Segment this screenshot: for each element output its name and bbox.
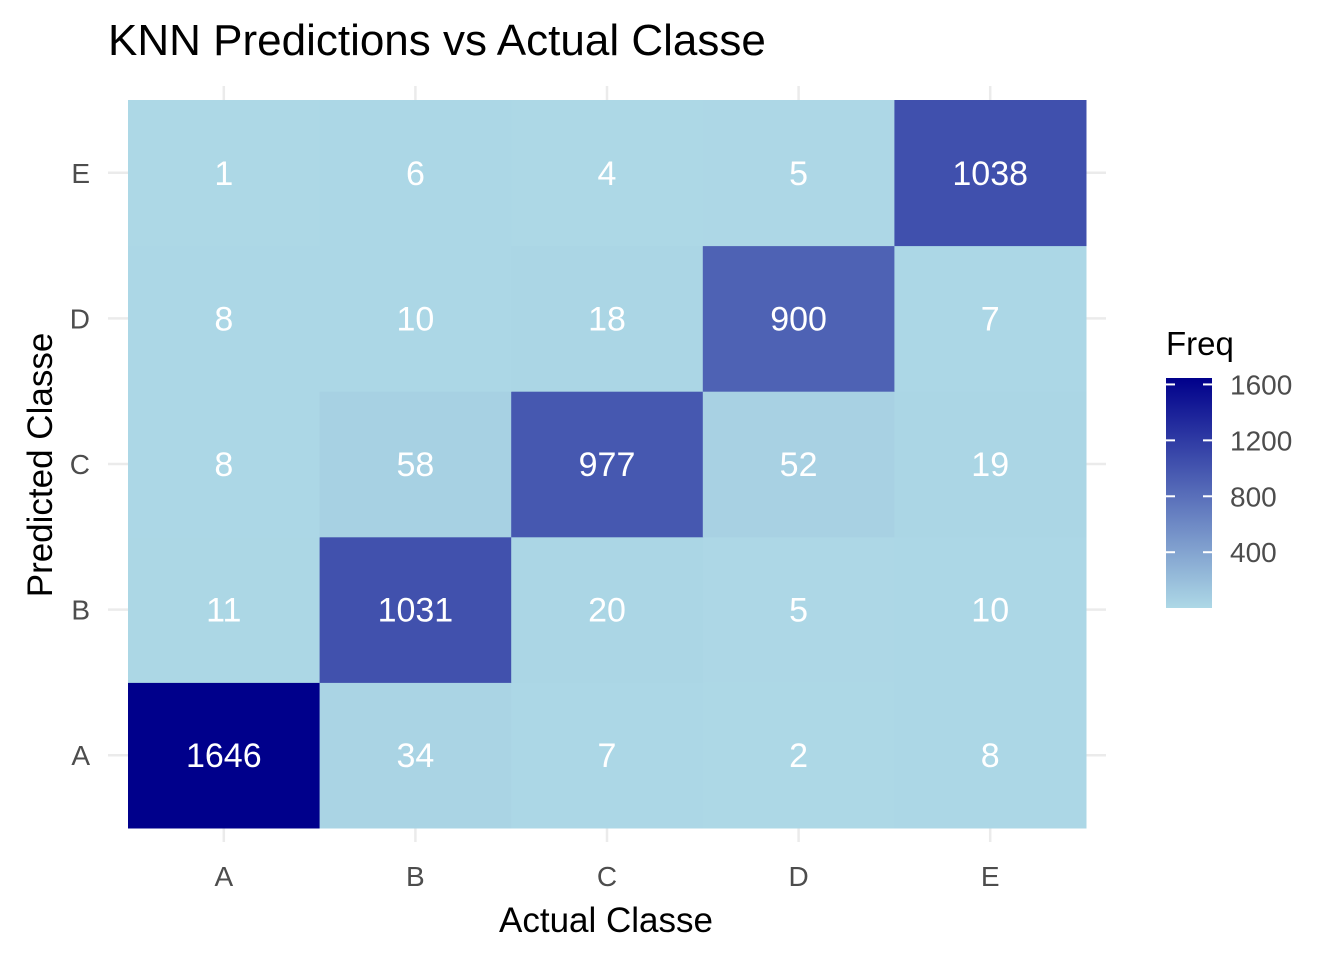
heatmap-cell-E-B bbox=[894, 536, 1087, 683]
y-tick-label-C: C bbox=[70, 449, 90, 480]
heatmap-cell-C-B bbox=[511, 536, 704, 683]
heatmap-cell-D-A bbox=[702, 682, 895, 829]
chart-title: KNN Predictions vs Actual Classe bbox=[108, 16, 766, 65]
legend-title: Freq bbox=[1166, 325, 1234, 362]
heatmap-cell-E-C bbox=[894, 391, 1087, 538]
heatmap-cell-A-A bbox=[128, 682, 321, 829]
y-tick-label-E: E bbox=[71, 158, 90, 189]
heatmap-cell-C-D bbox=[511, 245, 704, 392]
heatmap-cell-E-E bbox=[894, 100, 1087, 247]
heatmap-cell-C-C bbox=[511, 391, 704, 538]
heatmap-cell-B-B bbox=[319, 536, 512, 683]
x-tick-label-D: D bbox=[788, 861, 808, 892]
x-tick-label-A: A bbox=[214, 861, 233, 892]
cell-label-A-D: 8 bbox=[214, 300, 233, 338]
x-tick-label-C: C bbox=[597, 861, 617, 892]
cell-label-B-B: 1031 bbox=[378, 592, 454, 630]
heatmap-cell-E-D bbox=[894, 245, 1087, 392]
x-tick-label-B: B bbox=[406, 861, 425, 892]
heatmap-cell-D-C bbox=[702, 391, 895, 538]
cell-label-E-C: 19 bbox=[971, 446, 1009, 484]
cell-label-A-E: 1 bbox=[214, 155, 233, 193]
heatmap-cell-D-B bbox=[702, 536, 895, 683]
cell-label-E-E: 1038 bbox=[952, 155, 1028, 193]
heatmap-cells bbox=[128, 100, 1087, 829]
y-tick-label-B: B bbox=[71, 595, 90, 626]
cell-label-B-C: 58 bbox=[396, 446, 434, 484]
cell-label-C-C: 977 bbox=[579, 446, 636, 484]
heatmap-cell-B-C bbox=[319, 391, 512, 538]
heatmap-cell-E-A bbox=[894, 682, 1087, 829]
cell-label-E-D: 7 bbox=[981, 300, 1000, 338]
legend-tick-label-1600: 1600 bbox=[1230, 369, 1292, 400]
cell-label-E-A: 8 bbox=[981, 737, 1000, 775]
cell-label-C-E: 4 bbox=[598, 155, 617, 193]
cell-label-B-E: 6 bbox=[406, 155, 425, 193]
heatmap-cell-B-A bbox=[319, 682, 512, 829]
legend-tick-label-1200: 1200 bbox=[1230, 425, 1292, 456]
heatmap-cell-B-D bbox=[319, 245, 512, 392]
y-tick-label-A: A bbox=[71, 740, 90, 771]
cell-label-D-D: 900 bbox=[770, 300, 827, 338]
cell-label-D-A: 2 bbox=[789, 737, 808, 775]
x-axis-title: Actual Classe bbox=[499, 901, 713, 940]
heatmap-cell-C-E bbox=[511, 100, 704, 247]
cell-label-B-D: 10 bbox=[396, 300, 434, 338]
heatmap-cell-A-C bbox=[128, 391, 321, 538]
heatmap-cell-A-E bbox=[128, 100, 321, 247]
color-legend: Freq 400 800 1200 1600 bbox=[1166, 325, 1292, 608]
cell-label-D-B: 5 bbox=[789, 592, 808, 630]
y-tick-label-D: D bbox=[70, 303, 90, 334]
cell-label-A-C: 8 bbox=[214, 446, 233, 484]
heatmap-cell-A-D bbox=[128, 245, 321, 392]
cell-label-C-A: 7 bbox=[598, 737, 617, 775]
x-tick-label-E: E bbox=[981, 861, 1000, 892]
heatmap-cell-A-B bbox=[128, 536, 321, 683]
cell-label-A-A: 1646 bbox=[186, 737, 262, 775]
cell-label-D-C: 52 bbox=[780, 446, 818, 484]
y-axis-title: Predicted Classe bbox=[21, 333, 60, 598]
legend-tick-label-800: 800 bbox=[1230, 481, 1277, 512]
heatmap-cell-D-D bbox=[702, 245, 895, 392]
legend-colorbar bbox=[1166, 378, 1212, 608]
cell-label-C-B: 20 bbox=[588, 592, 626, 630]
cell-labels: 1646 34 7 2 8 11 1031 20 5 10 8 58 977 52 19 8 10 18 900 7 1… bbox=[186, 155, 1028, 775]
heatmap-cell-B-E bbox=[319, 100, 512, 247]
cell-label-B-A: 34 bbox=[396, 737, 434, 775]
heatmap-cell-D-E bbox=[702, 100, 895, 247]
cell-label-D-E: 5 bbox=[789, 155, 808, 193]
cell-label-E-B: 10 bbox=[971, 592, 1009, 630]
axes: A B C D E A B C D E bbox=[70, 158, 1000, 892]
heatmap-cell-C-A bbox=[511, 682, 704, 829]
cell-label-A-B: 11 bbox=[206, 592, 241, 630]
cell-label-C-D: 18 bbox=[588, 300, 626, 338]
legend-tick-label-400: 400 bbox=[1230, 537, 1277, 568]
